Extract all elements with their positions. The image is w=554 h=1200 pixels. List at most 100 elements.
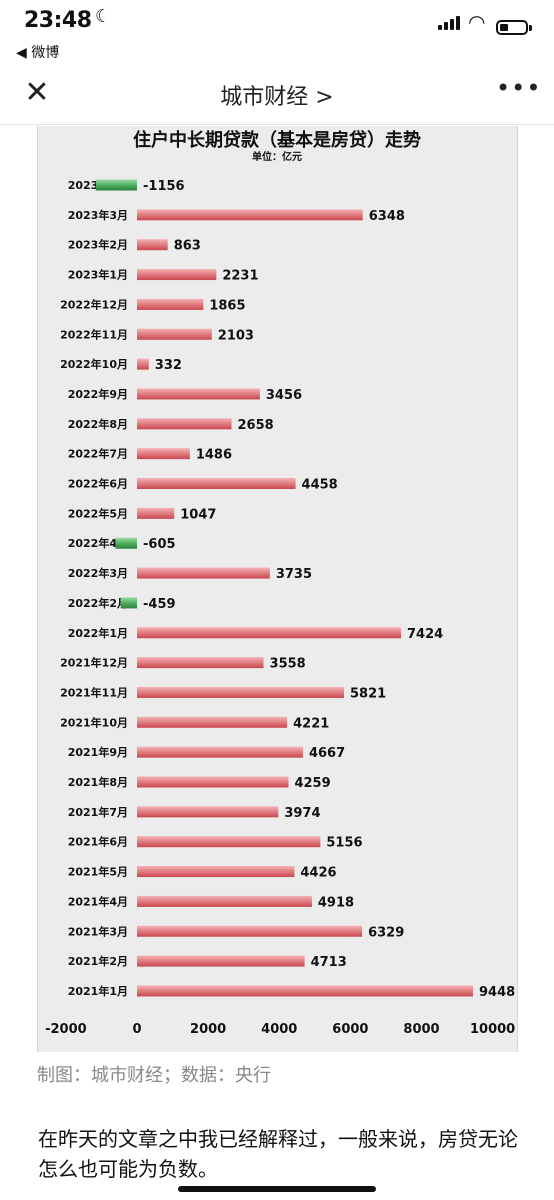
battery-icon [496,20,532,35]
category-label: 2022年4月 [68,536,128,550]
x-tick-label: 10000 [470,1022,515,1037]
x-tick-label: 8000 [403,1022,439,1037]
article-paragraph: 在昨天的文章之中我已经解释过，一般来说，房贷无论怎么也可能为负数。 [38,1127,518,1181]
nav-title[interactable]: 城市财经 > [220,85,334,110]
data-label: 3558 [270,657,306,672]
data-label: 6348 [369,209,405,224]
data-label: 2103 [218,328,254,343]
wifi-icon: ◠ [468,10,486,34]
more-icon[interactable]: ••• [496,74,542,102]
moon-icon: ☾ [95,6,112,27]
bar [137,925,363,937]
category-label: 2023年2月 [68,238,128,252]
category-label: 2022年3月 [68,566,128,580]
category-label: 2021年2月 [68,954,128,968]
chart-image: 住户中长期贷款（基本是房贷）走势 单位：亿元 2023年4月-11562023年… [37,126,518,1052]
data-label: 1047 [180,507,216,522]
chart-title: 住户中长期贷款（基本是房贷）走势 [133,129,421,151]
category-label: 2021年3月 [68,924,128,938]
x-tick-label: 4000 [261,1022,297,1037]
bar [137,507,175,519]
bar-chart: 住户中长期贷款（基本是房贷）走势 单位：亿元 2023年4月-11562023年… [45,129,515,1037]
bar [137,269,217,281]
category-label: 2023年1月 [68,268,128,282]
status-time: 23:48 [24,8,92,33]
bar [137,388,260,400]
x-tick-label: -2000 [45,1022,87,1037]
category-label: 2021年1月 [68,984,128,998]
close-icon[interactable]: ✕ [24,75,50,110]
x-tick-label: 6000 [332,1022,368,1037]
bar [137,746,303,758]
bar [137,358,149,370]
bar [137,955,305,967]
bar [137,985,473,997]
data-label: -1156 [143,179,185,194]
data-label: 3456 [266,388,302,403]
data-label: 332 [155,358,182,373]
data-label: 1486 [196,448,232,463]
bar [137,298,204,310]
bar [115,537,137,549]
category-label: 2021年12月 [60,656,128,670]
bar [137,686,345,698]
data-label: 2231 [222,269,258,284]
data-label: -459 [143,597,176,612]
category-label: 2021年6月 [68,835,128,849]
bar [137,418,232,430]
category-label: 2021年7月 [68,805,128,819]
back-to-app-link[interactable]: ◀ 微博 [16,45,60,61]
data-label: 9448 [479,985,515,1000]
data-label: 3735 [276,567,312,582]
data-label: 7424 [407,627,443,642]
category-label: 2022年10月 [60,357,128,371]
bar [137,895,312,907]
data-label: -605 [143,537,176,552]
category-label: 2022年2月 [68,596,128,610]
bar [137,866,295,878]
category-label: 2023年3月 [68,208,128,222]
data-label: 4426 [300,866,336,881]
category-label: 2022年11月 [60,327,128,341]
bar [137,716,288,728]
data-label: 863 [174,239,201,254]
data-label: 3974 [284,806,320,821]
bar [137,776,289,788]
data-label: 2658 [238,418,274,433]
chart-caption: 制图：城市财经；数据：央行 [37,1065,271,1086]
category-label: 2022年1月 [68,626,128,640]
category-label: 2021年5月 [68,865,128,879]
data-label: 5821 [350,686,386,701]
category-label: 2022年7月 [68,447,128,461]
home-indicator[interactable] [178,1186,376,1192]
category-label: 2022年6月 [68,477,128,491]
signal-icon [438,14,460,30]
data-label: 6329 [368,925,404,940]
category-label: 2022年8月 [68,417,128,431]
data-label: 4259 [294,776,330,791]
category-label: 2022年12月 [60,297,128,311]
bar [137,627,402,639]
bar [137,836,321,848]
category-label: 2021年8月 [68,775,128,789]
data-label: 5156 [326,836,362,851]
bar [137,806,279,818]
bar [137,478,296,489]
category-label: 2022年9月 [68,387,128,401]
category-label: 2022年5月 [68,506,128,520]
bar [120,597,137,609]
category-label: 2021年10月 [60,715,128,729]
category-label: 2021年9月 [68,745,128,759]
bar [137,448,190,460]
bar [95,179,137,191]
data-label: 4713 [311,955,347,970]
data-label: 4918 [318,895,354,910]
bar [137,328,212,340]
category-label: 2021年11月 [60,685,128,699]
bar [137,657,264,669]
bar [137,567,270,579]
status-bar: 23:48 ☾ ◀ 微博 ◠ [0,0,554,61]
data-label: 4458 [302,478,338,493]
category-label: 2021年4月 [68,894,128,908]
nav-bar: ✕ 城市财经 > ••• [0,62,554,125]
